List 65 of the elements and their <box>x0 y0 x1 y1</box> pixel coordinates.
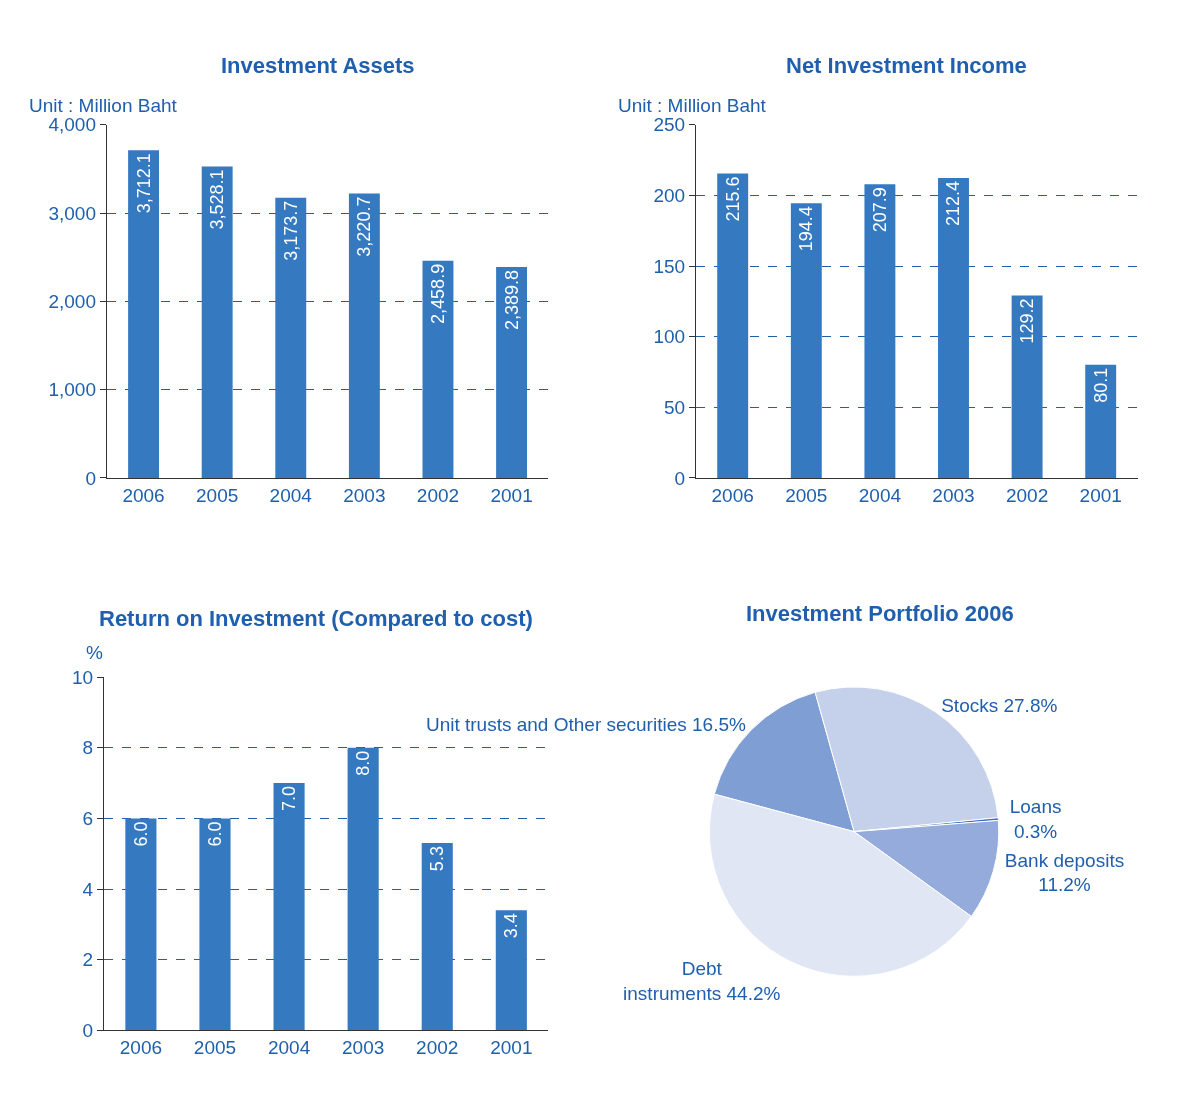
y-tick-label: 3,000 <box>48 202 96 224</box>
y-axis-title: % <box>86 642 103 663</box>
x-tick-label: 2003 <box>932 484 975 506</box>
data-label: 207.9 <box>869 187 890 233</box>
slice-label: Unit trusts and Other securities 16.5% <box>425 714 746 736</box>
data-label: 3,712.1 <box>133 153 154 214</box>
data-label: 6.0 <box>130 821 151 847</box>
data-label: 2,458.9 <box>427 263 448 324</box>
data-label: 6.0 <box>204 821 225 847</box>
y-tick-label: 10 <box>71 666 94 688</box>
y-tick-label: 6 <box>82 808 94 830</box>
y-tick-label: 200 <box>653 185 686 207</box>
data-label: 80.1 <box>1090 367 1111 403</box>
chart-title: Investment Assets <box>221 53 415 78</box>
x-tick-label: 2001 <box>490 1037 533 1059</box>
data-label: 3,528.1 <box>207 169 228 230</box>
data-label: 215.6 <box>722 176 743 222</box>
x-tick-label: 2003 <box>343 484 386 506</box>
x-tick-label: 2002 <box>416 484 460 506</box>
slice-label: Loans 0.3% <box>1009 796 1062 842</box>
y-tick-label: 50 <box>663 396 686 418</box>
slice-label: Debt instruments 44.2% <box>623 958 781 1004</box>
y-tick-label: 100 <box>653 326 686 348</box>
data-label: 8.0 <box>353 750 374 776</box>
data-label: 3.4 <box>501 913 522 939</box>
x-tick-label: 2001 <box>1079 484 1122 506</box>
data-label: 7.0 <box>279 786 300 812</box>
y-tick-label: 8 <box>82 737 94 759</box>
x-tick-label: 2001 <box>490 484 533 506</box>
y-tick-label: 2 <box>82 949 94 971</box>
y-tick-label: 1,000 <box>48 379 96 401</box>
data-label: 2,389.8 <box>501 269 522 331</box>
y-tick-label: 250 <box>653 114 686 136</box>
y-tick-label: 0 <box>674 467 686 489</box>
chart-title: Return on Investment (Compared to cost) <box>99 606 533 631</box>
x-tick-label: 2005 <box>193 1037 237 1059</box>
x-tick-label: 2003 <box>342 1037 385 1059</box>
data-label: 212.4 <box>943 180 964 226</box>
data-label: 5.3 <box>427 846 448 872</box>
data-label: 3,220.7 <box>354 196 375 257</box>
data-label: 194.4 <box>796 206 817 252</box>
y-tick-label: 150 <box>653 255 686 277</box>
slice-label: Stocks 27.8% <box>941 694 1058 716</box>
y-tick-label: 4 <box>82 878 94 900</box>
y-tick-label: 0 <box>85 467 96 489</box>
x-tick-label: 2006 <box>119 1037 163 1059</box>
y-tick-label: 2,000 <box>48 291 96 313</box>
chart-title: Net Investment Income <box>786 53 1027 78</box>
x-tick-label: 2005 <box>196 484 239 506</box>
slice-label: Bank deposits 11.2% <box>1004 849 1125 896</box>
x-tick-label: 2006 <box>711 484 754 506</box>
data-label: 129.2 <box>1017 298 1038 344</box>
y-axis-title: Unit : Million Baht <box>29 95 178 116</box>
x-tick-label: 2002 <box>416 1037 459 1059</box>
data-label: 3,173.7 <box>280 200 301 261</box>
chart-title: Investment Portfolio 2006 <box>746 601 1014 626</box>
x-tick-label: 2004 <box>267 1037 311 1059</box>
x-tick-label: 2004 <box>269 484 313 506</box>
y-axis-title: Unit : Million Baht <box>618 95 767 116</box>
x-tick-label: 2006 <box>122 484 165 506</box>
x-tick-label: 2002 <box>1005 484 1049 506</box>
x-tick-label: 2004 <box>858 484 902 506</box>
y-tick-label: 4,000 <box>48 114 96 136</box>
y-tick-label: 0 <box>82 1019 94 1041</box>
x-tick-label: 2005 <box>785 484 828 506</box>
